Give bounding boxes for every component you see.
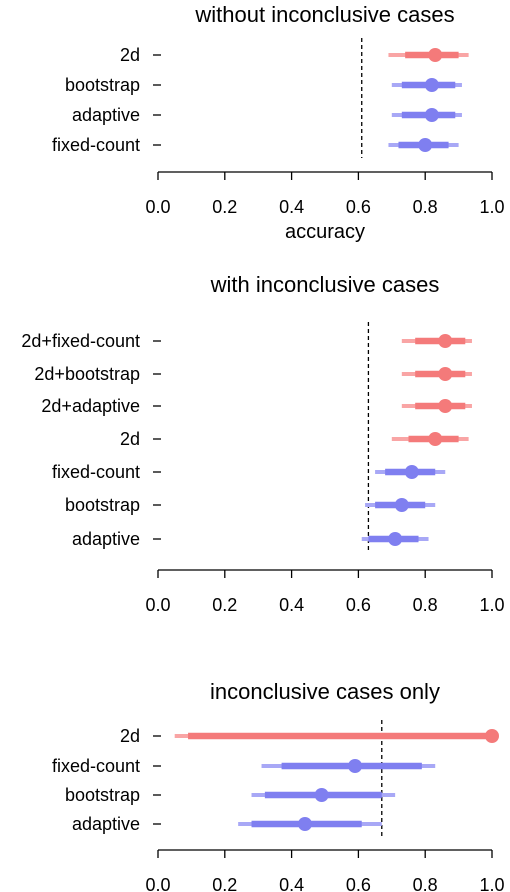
x-tick-label: 0.6 bbox=[346, 197, 371, 217]
x-tick-label: 0.6 bbox=[346, 875, 371, 892]
point-estimate bbox=[428, 48, 443, 62]
x-tick-label: 0.2 bbox=[212, 875, 237, 892]
x-tick-label: 1.0 bbox=[479, 595, 504, 615]
point-estimate bbox=[394, 498, 409, 512]
point-estimate bbox=[424, 78, 439, 92]
point-estimate bbox=[438, 334, 453, 348]
category-label: 2d+adaptive bbox=[41, 396, 140, 416]
x-tick-label: 0.4 bbox=[279, 595, 304, 615]
x-tick-label: 0.0 bbox=[145, 197, 170, 217]
x-tick-label: 0.2 bbox=[212, 595, 237, 615]
point-estimate bbox=[348, 759, 363, 773]
forest-panel: without inconclusive cases 0.0 0.2 0.4 0.6 0.… bbox=[52, 2, 505, 243]
forest-panel: with inconclusive cases 0.0 0.2 0.4 0.6 0.8 1.… bbox=[21, 272, 504, 615]
category-label: 2d bbox=[120, 726, 140, 746]
chart-title: inconclusive cases only bbox=[210, 679, 440, 704]
point-estimate bbox=[388, 532, 403, 546]
category-label: adaptive bbox=[72, 814, 140, 834]
category-label: 2d+fixed-count bbox=[21, 331, 140, 351]
point-estimate bbox=[428, 432, 443, 446]
category-label: bootstrap bbox=[65, 75, 140, 95]
point-estimate bbox=[438, 367, 453, 381]
category-label: adaptive bbox=[72, 105, 140, 125]
x-tick-label: 0.4 bbox=[279, 197, 304, 217]
x-tick-label: 0.8 bbox=[413, 595, 438, 615]
chart-title: with inconclusive cases bbox=[210, 272, 440, 297]
category-label: bootstrap bbox=[65, 785, 140, 805]
point-estimate bbox=[404, 465, 419, 479]
category-label: fixed-count bbox=[52, 756, 140, 776]
x-axis-label: accuracy bbox=[285, 221, 365, 243]
point-estimate bbox=[485, 729, 499, 743]
category-label: 2d+bootstrap bbox=[34, 364, 140, 384]
x-tick-label: 0.8 bbox=[413, 875, 438, 892]
x-tick-label: 0.2 bbox=[212, 197, 237, 217]
x-tick-label: 1.0 bbox=[479, 875, 504, 892]
point-estimate bbox=[418, 138, 433, 152]
x-tick-label: 0.4 bbox=[279, 875, 304, 892]
category-label: fixed-count bbox=[52, 462, 140, 482]
x-tick-label: 1.0 bbox=[479, 197, 504, 217]
category-label: adaptive bbox=[72, 529, 140, 549]
x-tick-label: 0.8 bbox=[413, 197, 438, 217]
point-estimate bbox=[297, 817, 312, 831]
forest-panel: inconclusive cases only 0.0 0.2 0.4 0.6 0.8 1.… bbox=[52, 679, 505, 892]
category-label: bootstrap bbox=[65, 495, 140, 515]
point-estimate bbox=[438, 399, 453, 413]
category-label: 2d bbox=[120, 429, 140, 449]
x-tick-label: 0.0 bbox=[145, 875, 170, 892]
category-label: 2d bbox=[120, 45, 140, 65]
x-tick-label: 0.6 bbox=[346, 595, 371, 615]
x-tick-label: 0.0 bbox=[145, 595, 170, 615]
chart-title: without inconclusive cases bbox=[194, 2, 454, 27]
point-estimate bbox=[424, 108, 439, 122]
category-label: fixed-count bbox=[52, 135, 140, 155]
point-estimate bbox=[314, 788, 329, 802]
